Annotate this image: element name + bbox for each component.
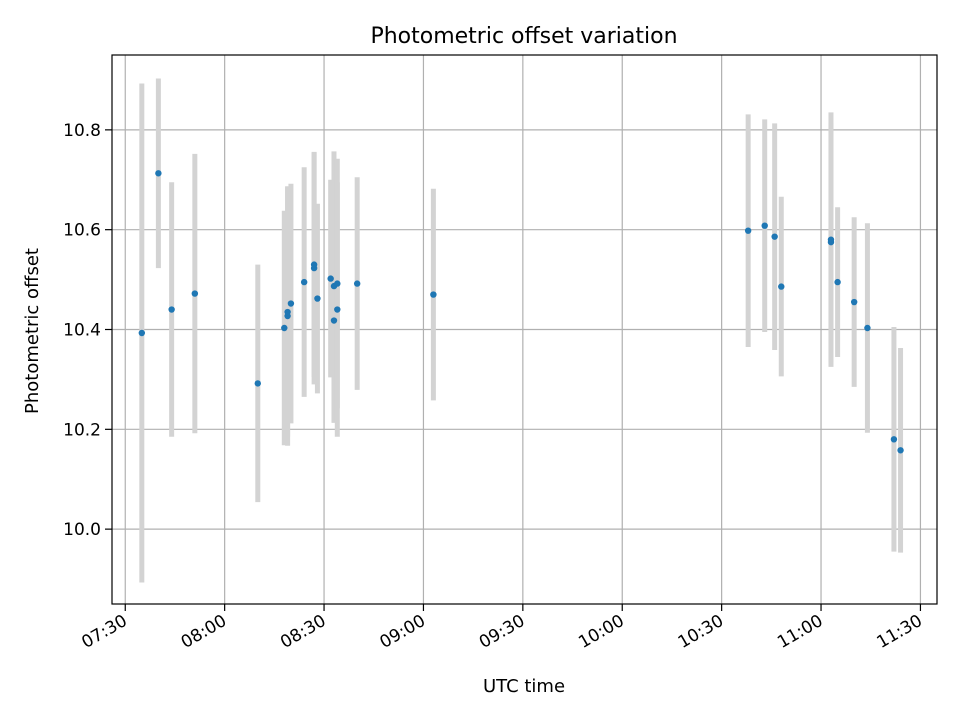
y-axis-label: Photometric offset — [22, 248, 43, 414]
y-tick-label: 10.0 — [63, 520, 101, 540]
data-point — [744, 227, 752, 234]
x-tick-label: 09:00 — [377, 611, 429, 653]
data-point — [834, 278, 841, 286]
data-point — [314, 295, 321, 302]
data-points — [138, 170, 904, 454]
data-point — [334, 306, 341, 313]
data-point — [287, 300, 295, 307]
data-point — [254, 380, 261, 387]
x-tick-label: 08:30 — [277, 611, 329, 653]
data-point — [864, 324, 871, 332]
chart-title: Photometric offset variation — [370, 24, 677, 49]
y-tick-label: 10.6 — [63, 221, 101, 241]
data-point — [771, 233, 778, 240]
data-point — [330, 317, 338, 324]
error-bars — [139, 78, 904, 583]
data-point — [761, 222, 768, 229]
x-tick-label: 09:30 — [476, 611, 528, 653]
y-tick-label: 10.2 — [63, 420, 101, 440]
y-tick-label: 10.4 — [63, 321, 101, 341]
data-point — [430, 291, 437, 298]
data-point — [138, 329, 146, 337]
grid-lines — [112, 55, 937, 604]
x-tick-label: 10:00 — [575, 611, 627, 653]
y-tick-label: 10.8 — [63, 121, 101, 141]
data-point — [300, 278, 308, 286]
y-axis-ticks: 10.0 10.2 10.4 10.6 10.8 — [63, 121, 112, 540]
data-point — [281, 324, 288, 332]
x-tick-label: 07:30 — [78, 611, 130, 653]
data-point — [155, 170, 162, 177]
data-point — [191, 290, 199, 297]
x-axis-ticks: 07:30 08:00 08:30 09:00 09:30 10:00 10:30 11:00… — [78, 604, 926, 653]
data-point — [827, 238, 835, 246]
data-point — [778, 283, 785, 290]
x-tick-label: 11:00 — [774, 611, 826, 653]
data-point — [168, 306, 175, 313]
data-point — [353, 280, 361, 287]
data-point — [897, 447, 904, 454]
data-point — [284, 308, 291, 316]
x-axis-label: UTC time — [483, 676, 565, 697]
x-tick-label: 11:30 — [873, 611, 925, 653]
x-tick-label: 08:00 — [178, 611, 230, 653]
data-point — [890, 436, 898, 443]
data-point — [334, 280, 341, 287]
x-tick-label: 10:30 — [675, 611, 727, 653]
data-point — [310, 261, 318, 268]
data-point — [850, 298, 858, 306]
data-point — [327, 275, 334, 282]
